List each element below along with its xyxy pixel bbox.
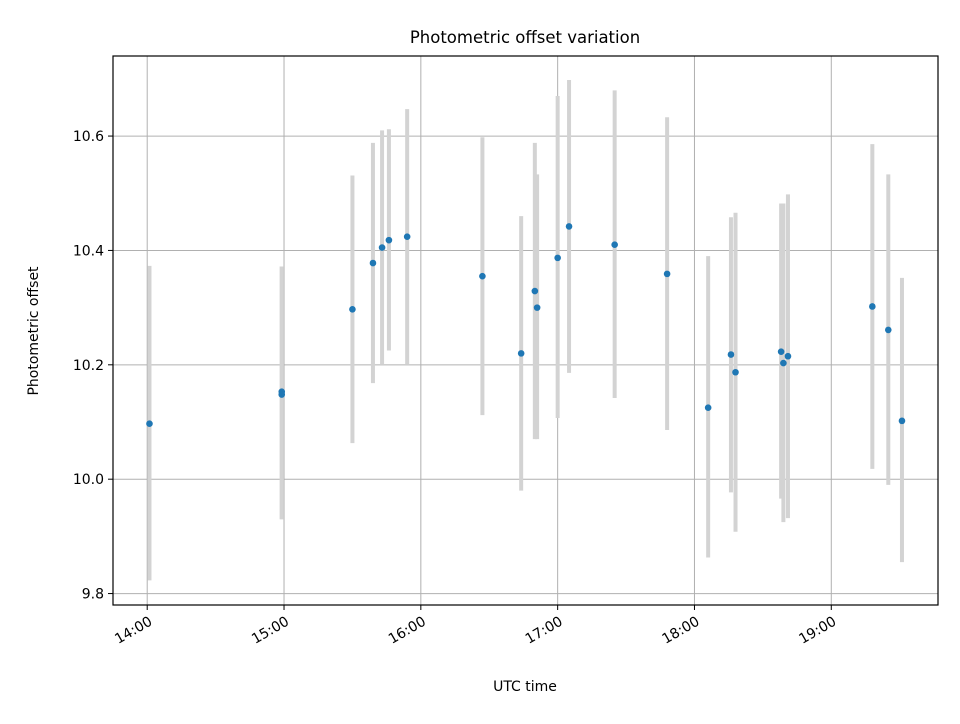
data-point	[611, 241, 618, 249]
data-point	[278, 391, 286, 398]
data-point	[349, 306, 356, 313]
data-point	[898, 417, 906, 425]
data-point	[780, 359, 787, 367]
y-axis-label: Photometric offset	[26, 266, 42, 396]
data-point	[565, 223, 573, 230]
plot-frame	[112, 55, 939, 606]
data-point	[884, 326, 892, 334]
grid	[113, 56, 938, 605]
data-point	[146, 420, 153, 428]
y-tick-label: 10.2	[73, 358, 104, 374]
y-tick-label: 9.8	[82, 587, 104, 603]
data-point	[784, 352, 792, 360]
data-point	[732, 368, 739, 376]
data-point	[554, 254, 561, 262]
data-point	[479, 272, 486, 280]
y-tick-label: 10.0	[73, 472, 104, 488]
data-point	[403, 233, 411, 241]
data-point	[777, 348, 785, 355]
data-point	[385, 236, 393, 244]
data-point	[517, 350, 525, 357]
chart-title: Photometric offset variation	[410, 28, 640, 47]
y-tick-label: 10.6	[73, 129, 104, 145]
data-point	[531, 287, 539, 295]
data-point	[533, 304, 541, 311]
data-point	[704, 404, 712, 412]
data-point	[663, 270, 671, 278]
data-points	[146, 223, 906, 428]
data-point	[378, 244, 386, 251]
data-point	[369, 259, 377, 267]
x-axis-label: UTC time	[493, 679, 557, 695]
y-tick-label: 10.4	[73, 243, 104, 259]
data-point	[727, 351, 735, 358]
data-point	[869, 303, 876, 310]
